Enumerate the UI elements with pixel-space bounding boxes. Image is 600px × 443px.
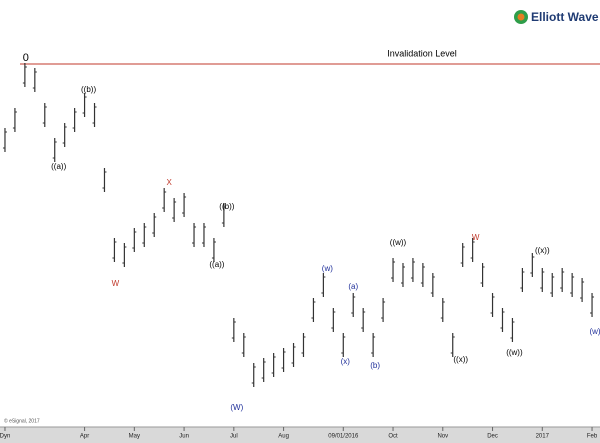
wave-label: ((a)) — [209, 260, 224, 269]
copyright: © eSignal, 2017 — [4, 417, 40, 424]
x-tick-label: Jun — [179, 434, 189, 440]
wave-label: (W) — [230, 403, 243, 412]
wave-label: X — [166, 178, 172, 187]
x-tick-label: Jul — [230, 434, 238, 440]
x-tick-label: 09/01/2016 — [328, 434, 359, 440]
logo: Elliott Wave F — [514, 10, 600, 24]
x-tick-label: Nov — [437, 434, 448, 440]
wave-label: ((a)) — [51, 162, 66, 171]
invalidation-label: Invalidation Level — [387, 48, 457, 58]
x-tick-label: Oct — [388, 434, 398, 440]
x-tick-label: May — [129, 434, 140, 440]
wave-label: W — [472, 233, 480, 242]
x-tick-label: Feb — [587, 434, 598, 440]
wave-label: (w) — [589, 327, 600, 336]
wave-label: ((w)) — [506, 348, 523, 357]
wave-label: 0 — [23, 52, 29, 64]
x-tick-label: 2017 — [536, 434, 550, 440]
wave-label: W — [112, 279, 120, 288]
x-axis-strip — [0, 427, 600, 443]
wave-label: (a) — [348, 282, 358, 291]
wave-label: ((b)) — [81, 85, 96, 94]
wave-label: (w) — [322, 264, 333, 273]
x-tick-label: Dyn — [0, 434, 10, 440]
wave-label: ((x)) — [535, 246, 550, 255]
wave-label: ((x)) — [453, 355, 468, 364]
wave-label: (x) — [341, 357, 351, 366]
wave-label: (b) — [370, 361, 380, 370]
logo-icon-inner — [517, 13, 525, 21]
wave-label: ((b)) — [219, 202, 234, 211]
logo-text: Elliott Wave F — [531, 10, 600, 24]
x-tick-label: Aug — [278, 434, 289, 440]
x-tick-label: Dec — [487, 434, 498, 440]
x-tick-label: Apr — [80, 434, 89, 440]
wave-label: ((w)) — [390, 238, 407, 247]
